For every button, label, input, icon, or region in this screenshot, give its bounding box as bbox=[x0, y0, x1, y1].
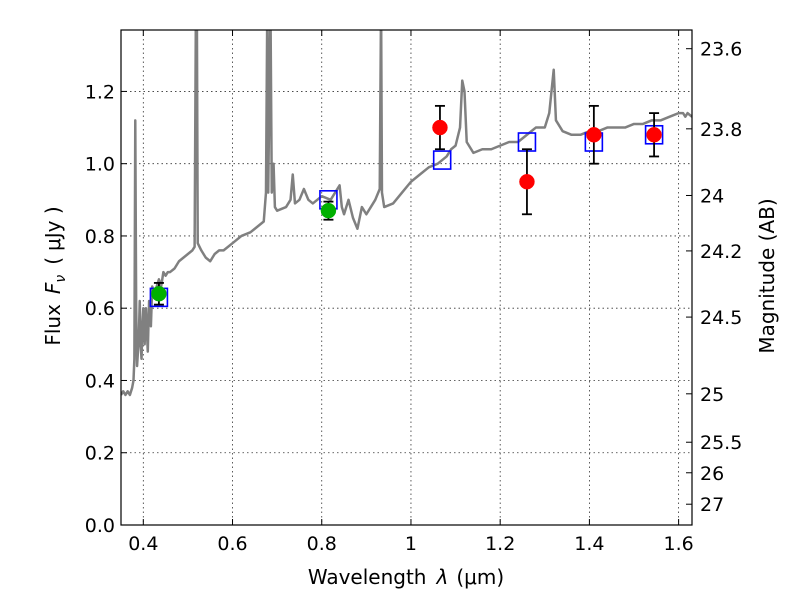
magnitude-tick-label: 23.6 bbox=[700, 39, 742, 61]
y-tick-label: 0.4 bbox=[85, 370, 115, 392]
observed-red-point bbox=[432, 119, 448, 136]
x-axis-label-text: Wavelength bbox=[308, 565, 427, 589]
observed-green-point bbox=[320, 202, 337, 219]
tick-layer: 0.4 0.6 0.8 1 1.2 1.4 1.6 0.0 0.2 0.4 0.6 0.8 1.0 1.2… bbox=[85, 30, 742, 555]
x-tick-label: 0.4 bbox=[128, 533, 158, 555]
observed-red-point bbox=[646, 127, 662, 143]
y-axis-label: Flux Fν ( μJy ) bbox=[41, 206, 69, 345]
y-tick-label: 0.8 bbox=[85, 226, 115, 248]
y-axis-label-text: Flux bbox=[41, 304, 65, 346]
x-tick-label: 1.4 bbox=[574, 533, 604, 555]
y-axis-label-symbol: F bbox=[41, 282, 65, 294]
magnitude-tick-label: 25 bbox=[700, 384, 724, 406]
data-layer bbox=[121, 30, 692, 397]
x-tick-label: 1 bbox=[405, 533, 417, 555]
model-spectrum-line bbox=[121, 30, 692, 397]
y-tick-label: 0.0 bbox=[85, 515, 115, 537]
observed-red-point bbox=[519, 174, 535, 190]
x-tick-label: 1.6 bbox=[664, 533, 694, 555]
magnitude-tick-label: 26 bbox=[700, 463, 724, 485]
magnitude-tick-label: 23.8 bbox=[700, 119, 742, 141]
x-axis-label: Wavelength λ (μm) bbox=[308, 565, 504, 589]
x-tick-label: 0.6 bbox=[217, 533, 247, 555]
y-tick-label: 0.2 bbox=[85, 443, 115, 465]
y-tick-label: 0.6 bbox=[85, 298, 115, 320]
magnitude-tick-label: 27 bbox=[700, 494, 724, 516]
magnitude-axis-label: Magnitude (AB) bbox=[755, 198, 779, 353]
x-axis-label-symbol: λ bbox=[436, 565, 449, 589]
y-axis-label-unit-open: ( bbox=[41, 257, 65, 265]
model-photometry-square bbox=[432, 150, 452, 170]
observed-red-point bbox=[586, 127, 602, 143]
x-axis-label-unit: (μm) bbox=[456, 565, 504, 589]
x-tick-label: 1.2 bbox=[485, 533, 515, 555]
magnitude-tick-label: 24.2 bbox=[700, 241, 742, 263]
plot-area bbox=[121, 30, 692, 397]
y-tick-label: 1.2 bbox=[85, 81, 115, 103]
magnitude-tick-label: 25.5 bbox=[700, 432, 742, 454]
y-axis-label-unit: μJy ) bbox=[41, 206, 65, 251]
observed-green-point bbox=[151, 286, 167, 302]
magnitude-tick-label: 24 bbox=[700, 185, 724, 207]
grid-layer bbox=[121, 30, 692, 526]
y-tick-label: 1.0 bbox=[85, 154, 115, 176]
plot-frame bbox=[120, 29, 693, 526]
magnitude-tick-label: 24.5 bbox=[700, 307, 742, 329]
y-axis-label-subscript: ν bbox=[53, 275, 69, 283]
x-tick-label: 0.8 bbox=[307, 533, 337, 555]
